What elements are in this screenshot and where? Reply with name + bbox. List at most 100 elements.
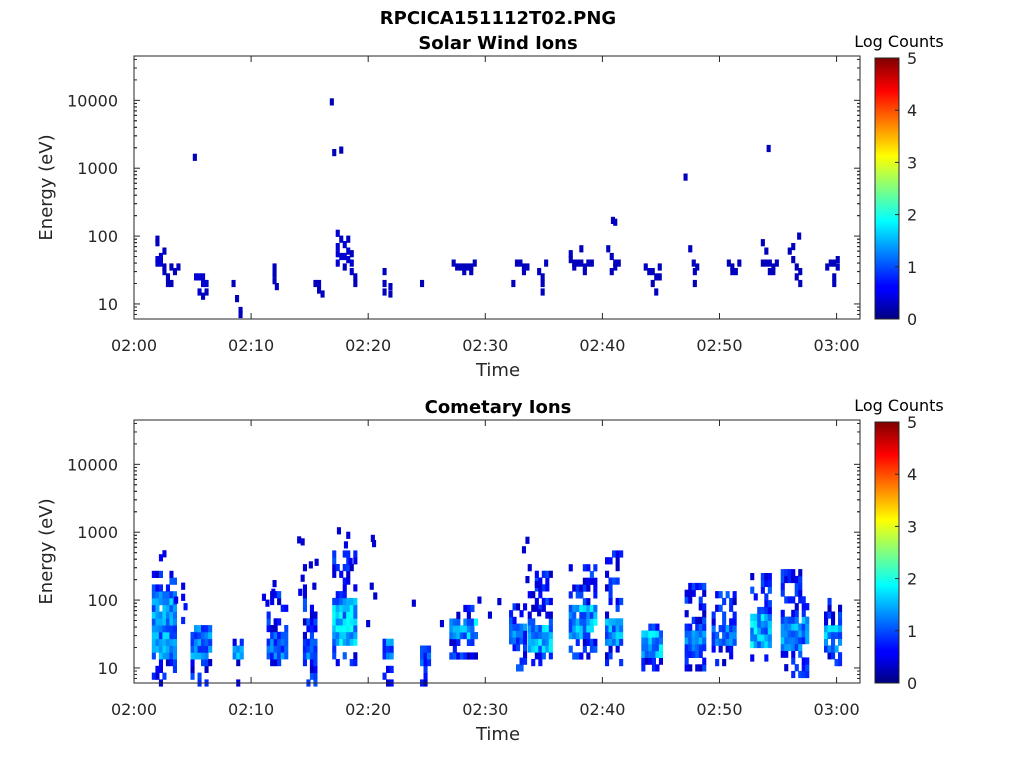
heatmap-cell — [343, 541, 348, 549]
heatmap-cell — [339, 235, 344, 243]
heatmap-cell — [582, 564, 587, 572]
heatmap-cell — [534, 597, 539, 606]
heatmap-cell — [589, 618, 594, 626]
heatmap-cell — [691, 589, 696, 597]
heatmap-cell — [329, 98, 334, 106]
heatmap-cell — [232, 652, 237, 660]
heatmap-cell — [313, 672, 318, 680]
heatmap-cell — [342, 241, 347, 249]
heatmap-cell — [389, 638, 394, 646]
heatmap-cell — [715, 591, 720, 599]
heatmap-cell — [151, 598, 156, 606]
heatmap-cell — [787, 616, 792, 624]
heatmap-cell — [172, 625, 177, 633]
heatmap-cell — [760, 586, 765, 594]
heatmap-cell — [616, 259, 621, 267]
heatmap-cell — [194, 631, 199, 640]
heatmap-cell — [787, 637, 792, 645]
heatmap-cell — [798, 596, 803, 604]
heatmap-cell — [834, 645, 839, 653]
heatmap-cell — [353, 557, 358, 565]
heatmap-cell — [691, 616, 696, 624]
heatmap-cell — [688, 630, 693, 638]
heatmap-cell — [317, 286, 322, 294]
heatmap-cell — [273, 645, 278, 653]
heatmap-cell — [339, 611, 344, 619]
heatmap-cell — [353, 584, 358, 592]
heatmap-cell — [834, 625, 839, 633]
heatmap-cell — [346, 577, 351, 585]
heatmap-cell — [472, 259, 477, 267]
heatmap-cell — [272, 580, 277, 588]
heatmap-cell — [702, 657, 707, 665]
heatmap-cell — [349, 659, 354, 667]
heatmap-cell — [335, 638, 340, 646]
heatmap-cell — [698, 596, 703, 604]
heatmap-cell — [309, 604, 314, 612]
heatmap-cell — [615, 577, 620, 585]
heatmap-cell — [794, 643, 799, 651]
colorbar-gradient — [874, 421, 900, 684]
heatmap-cell — [521, 546, 526, 554]
heatmap-cell — [313, 279, 318, 288]
heatmap-cell — [181, 616, 186, 625]
heatmap-cell — [172, 577, 177, 585]
heatmap-cell — [313, 618, 318, 626]
heatmap-cell — [684, 630, 689, 638]
heatmap-cell — [169, 591, 174, 599]
x-tick-label: 02:00 — [111, 336, 157, 355]
heatmap-cell — [805, 616, 810, 624]
heatmap-cell — [613, 263, 618, 271]
heatmap-cell — [165, 279, 170, 288]
heatmap-cell — [266, 611, 271, 619]
heatmap-cell — [610, 216, 615, 224]
heatmap-cell — [805, 637, 810, 645]
heatmap-cell — [470, 632, 475, 640]
heatmap-cell — [582, 645, 587, 653]
heatmap-cell — [798, 637, 803, 645]
heatmap-cell — [335, 229, 340, 237]
heatmap-cell — [787, 569, 792, 577]
heatmap-cell — [349, 611, 354, 619]
colorbar-tick-label: 3 — [907, 153, 917, 172]
heatmap-cell — [608, 631, 613, 639]
heatmap-cell — [780, 575, 785, 584]
heatmap-cell — [702, 637, 707, 645]
heatmap-cell — [698, 644, 703, 652]
heatmap-cell — [452, 638, 457, 646]
heatmap-cell — [593, 591, 598, 599]
heatmap-cell — [711, 631, 716, 639]
heatmap-cell — [784, 569, 789, 577]
heatmap-cell — [658, 637, 663, 645]
heatmap-cell — [423, 665, 428, 673]
colorbar-tick-label: 1 — [907, 258, 917, 277]
colorbar-tick-label: 0 — [907, 310, 917, 329]
heatmap-cell — [523, 623, 528, 631]
heatmap-cell — [764, 620, 769, 628]
heatmap-cell — [284, 625, 289, 633]
heatmap-cell — [172, 659, 177, 667]
heatmap-cell — [297, 536, 302, 544]
heatmap-cell — [309, 631, 314, 640]
heatmap-cell — [155, 598, 160, 606]
heatmap-cell — [615, 625, 620, 633]
heatmap-cell — [208, 659, 213, 667]
heatmap-cell — [280, 631, 285, 639]
heatmap-cell — [801, 616, 806, 624]
heatmap-cell — [579, 652, 584, 660]
heatmap-cell — [655, 623, 660, 631]
heatmap-cell — [764, 627, 769, 635]
heatmap-cell — [342, 252, 347, 261]
heatmap-cell — [277, 618, 282, 626]
heatmap-cell — [519, 637, 524, 645]
heatmap-cell — [273, 625, 278, 633]
heatmap-cell — [791, 657, 796, 665]
heatmap-cell — [612, 625, 617, 633]
heatmap-cell — [239, 652, 244, 660]
heatmap-cell — [688, 623, 693, 631]
heatmap-cell — [711, 645, 716, 653]
heatmap-cell — [339, 570, 344, 578]
heatmap-cell — [312, 582, 317, 590]
heatmap-cell — [538, 577, 543, 585]
heatmap-cell — [541, 584, 546, 592]
